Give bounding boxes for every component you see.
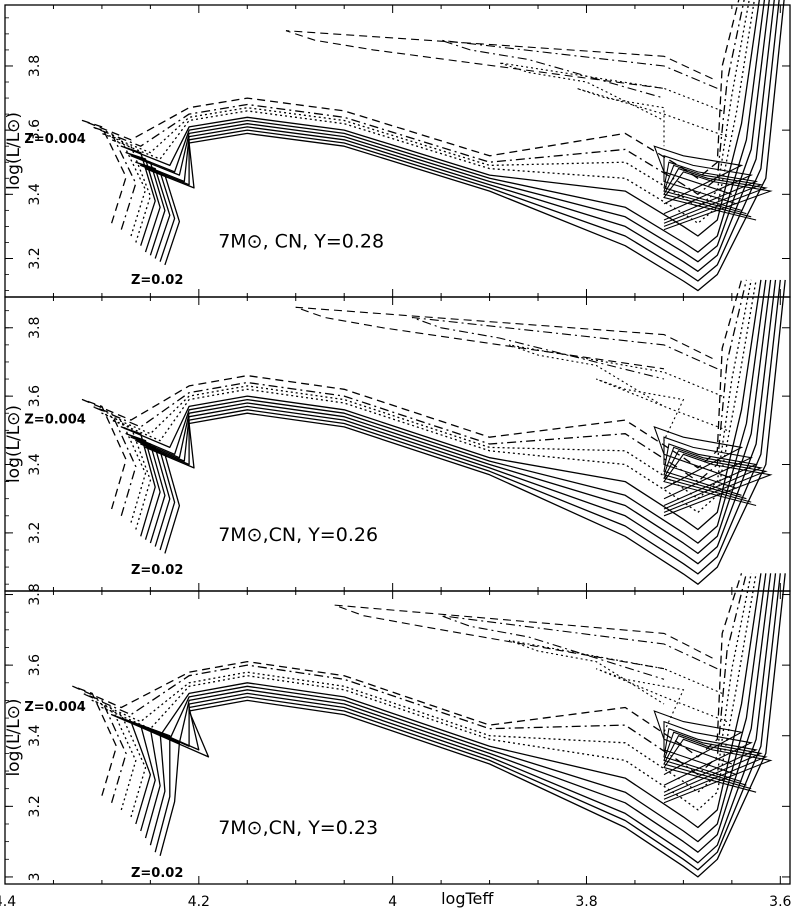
track-5-line: [120, 0, 760, 246]
track-1-line: [81, 0, 740, 224]
track-5-loop: [653, 710, 744, 776]
track-3-loop: [508, 639, 723, 705]
y-tick-label: 3.8: [27, 55, 43, 77]
panel-label: 7M⊙,CN, Y=0.26: [218, 524, 378, 546]
track-7-line: [130, 0, 770, 263]
track-6-loop: [663, 720, 753, 786]
y-axis-label: log(L/L⊙): [4, 112, 24, 190]
y-tick-label: 3.6: [27, 119, 43, 141]
track-4-line: [101, 573, 757, 818]
x-tick-label: 4.2: [188, 894, 210, 910]
panel-label: 7M⊙,CN, Y=0.23: [218, 817, 378, 839]
track-4-loop: [595, 668, 728, 733]
track-10-loop: [663, 738, 773, 804]
track-7-loop: [663, 443, 758, 507]
z-label-high: Z=0.02: [131, 866, 183, 881]
z-label-high: Z=0.02: [131, 273, 183, 288]
track-8-loop: [663, 446, 763, 510]
x-tick-label: 4: [388, 894, 397, 910]
panel-frame: [4, 590, 791, 885]
track-10-line: [144, 279, 786, 585]
track-4-loop: [576, 87, 728, 147]
y-tick-label: 3.8: [27, 317, 43, 339]
track-9-line: [140, 279, 781, 575]
track-8-loop: [663, 164, 763, 224]
track-10-line: [159, 573, 786, 878]
track-9-line: [140, 0, 780, 282]
track-2-loop: [411, 316, 718, 380]
y-tick-label: 3.2: [27, 795, 43, 817]
y-tick-label: 3.4: [27, 183, 43, 205]
track-3-line: [101, 279, 752, 523]
panel-label: 7M⊙, CN, Y=0.28: [218, 230, 384, 252]
track-7-loop: [663, 161, 759, 221]
y-tick-label: 3.6: [27, 654, 43, 676]
y-tick-label: 3: [27, 872, 43, 881]
z-label-high: Z=0.02: [131, 563, 183, 578]
y-tick-label: 3.4: [27, 725, 43, 747]
track-9-loop: [663, 450, 768, 513]
track-7-loop: [663, 727, 758, 793]
y-axis-label: log(L/L⊙): [4, 405, 24, 483]
x-tick-label: 3.6: [769, 894, 791, 910]
y-tick-label: 3.8: [27, 583, 43, 605]
y-tick-label: 3.6: [27, 385, 43, 407]
y-axis-label: log(L/L⊙): [4, 698, 24, 776]
y-tick-label: 3.2: [27, 247, 43, 269]
x-tick-label: 3.8: [575, 894, 597, 910]
track-1-loop: [295, 306, 713, 370]
y-tick-label: 3.2: [27, 522, 43, 544]
z-label-low: Z=0.004: [24, 700, 85, 715]
track-5-line: [120, 279, 762, 537]
track-9-line: [149, 573, 781, 871]
track-6-line: [125, 279, 767, 544]
z-label-low: Z=0.004: [24, 132, 85, 147]
track-6-loop: [663, 155, 754, 215]
track-1-loop: [334, 604, 713, 670]
track-3-loop: [508, 344, 723, 407]
track-7-line: [130, 279, 772, 555]
track-10-line: [144, 0, 785, 292]
panel-1: 3.2 3.4 3.6 3.8 log(L/L⊙) Z=0.004 Z=0.02 7M⊙, C…: [4, 0, 791, 298]
track-9-loop: [663, 167, 768, 227]
track-6-loop: [663, 436, 754, 500]
track-8-line: [135, 279, 777, 565]
y-tick-label: 3.4: [27, 453, 43, 475]
panel-2: 3.2 3.4 3.6 3.8 log(L/L⊙) Z=0.004 Z=0.02 7M⊙,CN…: [4, 279, 791, 592]
panel-3: 3 3.2 3.4 3.6 3.8 log(L/L⊙) Z=0.004 Z=0.02 7M⊙,C…: [0, 573, 792, 910]
track-9-loop: [663, 735, 768, 800]
track-10-loop: [663, 171, 773, 231]
track-8-line: [135, 0, 775, 272]
track-4-loop: [595, 378, 728, 441]
track-3-line: [91, 573, 752, 811]
z-label-low: Z=0.004: [24, 412, 85, 427]
x-tick-label: 4.4: [0, 894, 16, 910]
track-1-line: [81, 279, 743, 510]
track-3-loop: [499, 62, 723, 121]
x-axis-label: logTeff: [441, 889, 494, 908]
track-2-loop: [440, 615, 718, 680]
track-10-loop: [663, 453, 773, 517]
track-6-line: [125, 0, 766, 253]
track-1-loop: [285, 30, 713, 89]
track-2-line: [91, 279, 748, 516]
track-1-line: [72, 573, 743, 796]
track-8-loop: [663, 731, 763, 797]
track-2-line: [91, 0, 745, 230]
